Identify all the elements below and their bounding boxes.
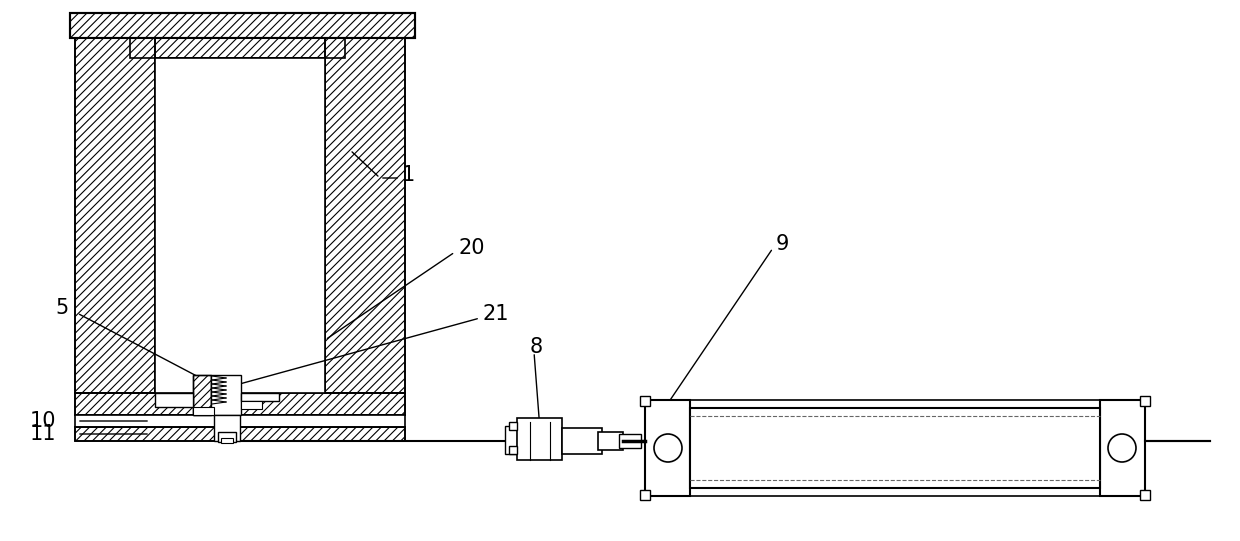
Circle shape bbox=[1109, 434, 1136, 462]
Bar bbox=[211, 375, 241, 415]
Bar bbox=[69, 13, 415, 38]
Bar bbox=[193, 407, 215, 415]
Bar bbox=[689, 408, 1100, 488]
Bar bbox=[193, 375, 211, 415]
Bar bbox=[1100, 400, 1145, 496]
Bar bbox=[619, 434, 641, 448]
Bar bbox=[221, 438, 233, 443]
Bar bbox=[645, 400, 689, 496]
Text: 8: 8 bbox=[529, 337, 543, 357]
Text: 20: 20 bbox=[458, 238, 485, 258]
Circle shape bbox=[653, 434, 682, 462]
Bar bbox=[517, 418, 562, 460]
Text: 11: 11 bbox=[30, 424, 57, 444]
Bar bbox=[74, 427, 405, 441]
Bar bbox=[562, 428, 601, 454]
Bar bbox=[1140, 396, 1149, 406]
Bar bbox=[130, 38, 345, 58]
Text: 10: 10 bbox=[30, 411, 57, 431]
Bar bbox=[241, 393, 279, 401]
Bar bbox=[193, 375, 211, 415]
Text: 5: 5 bbox=[55, 298, 68, 318]
Text: 9: 9 bbox=[776, 234, 790, 254]
Bar bbox=[325, 38, 405, 393]
Bar bbox=[74, 393, 405, 415]
Bar bbox=[215, 415, 241, 441]
Bar bbox=[508, 422, 517, 430]
Bar bbox=[74, 415, 405, 427]
Bar bbox=[155, 58, 325, 393]
Text: 21: 21 bbox=[484, 304, 510, 324]
Bar bbox=[508, 446, 517, 454]
Bar bbox=[155, 393, 193, 407]
Bar bbox=[505, 426, 517, 454]
Bar bbox=[74, 393, 405, 415]
Bar bbox=[69, 13, 415, 38]
Bar bbox=[74, 38, 155, 393]
Bar bbox=[74, 427, 405, 441]
Bar bbox=[241, 401, 262, 409]
Bar bbox=[640, 490, 650, 500]
Text: 1: 1 bbox=[402, 165, 415, 185]
Bar bbox=[640, 396, 650, 406]
Bar bbox=[130, 38, 345, 58]
Bar bbox=[325, 38, 405, 393]
Bar bbox=[74, 38, 155, 393]
Bar bbox=[1140, 490, 1149, 500]
Bar bbox=[218, 432, 236, 442]
Bar bbox=[598, 432, 622, 450]
